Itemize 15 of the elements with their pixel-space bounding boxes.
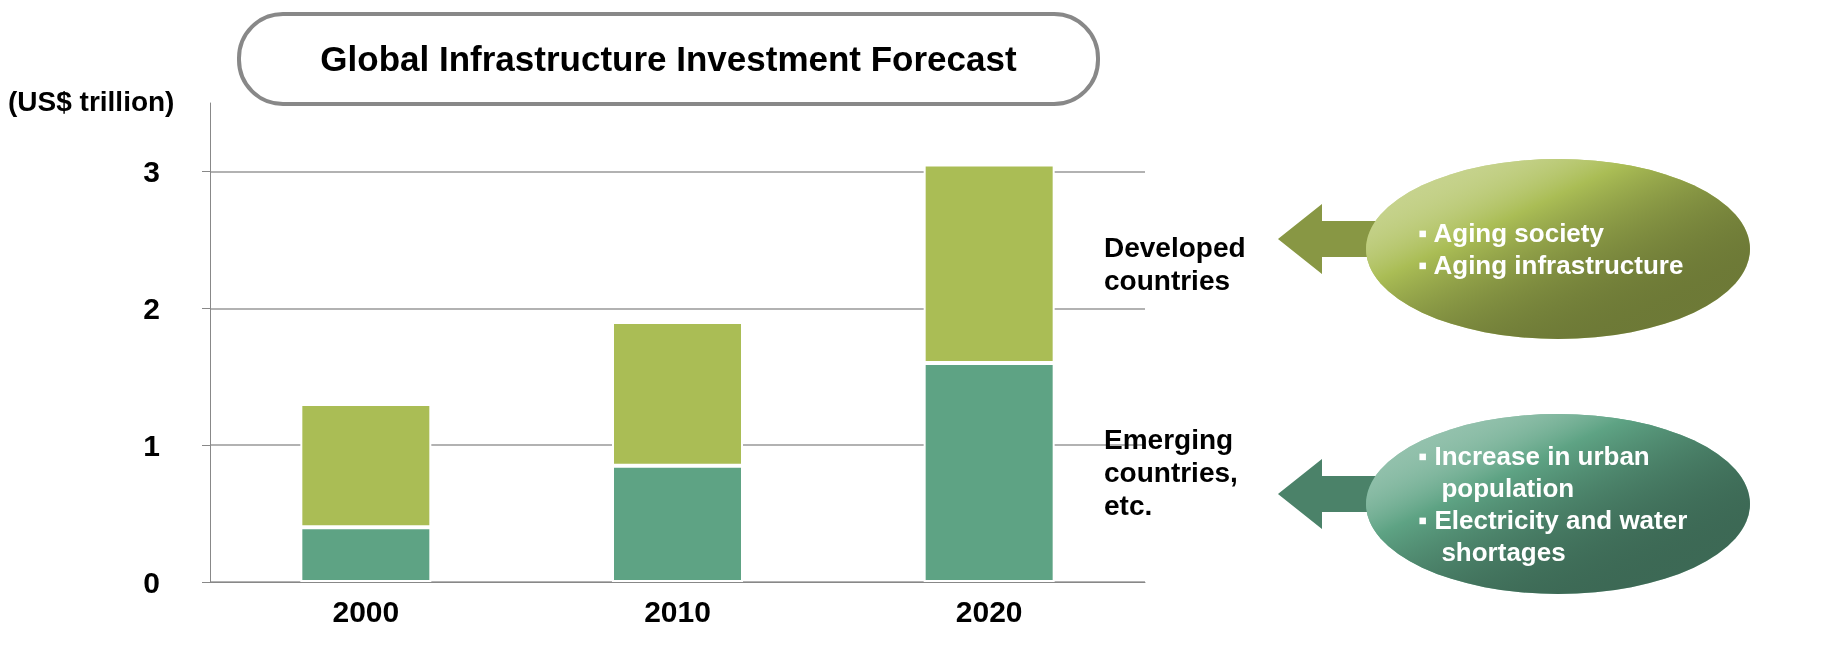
chart-title: Global Infrastructure Investment Forecast <box>237 12 1100 106</box>
y-tick-label: 2 <box>143 291 160 325</box>
text: ▪ Aging infrastructure <box>1418 249 1685 281</box>
text: ▪ Increase in urban population <box>1418 440 1651 504</box>
y-tick-label: 0 <box>143 565 160 599</box>
x-tick-label: 2010 <box>644 594 711 628</box>
text: ▪ Electricity and water shortages <box>1418 504 1689 568</box>
x-tick-label: 2000 <box>332 594 400 628</box>
y-tick-label: 3 <box>143 154 160 188</box>
y-tick-label: 1 <box>143 428 160 462</box>
series-label: Emerging countries, etc. <box>1104 423 1239 522</box>
series-label: Developed countries <box>1104 230 1247 297</box>
y-axis-title: (US$ trillion) <box>8 86 175 118</box>
x-tick-label: 2020 <box>955 594 1023 628</box>
text: ▪ Aging society <box>1418 217 1605 249</box>
